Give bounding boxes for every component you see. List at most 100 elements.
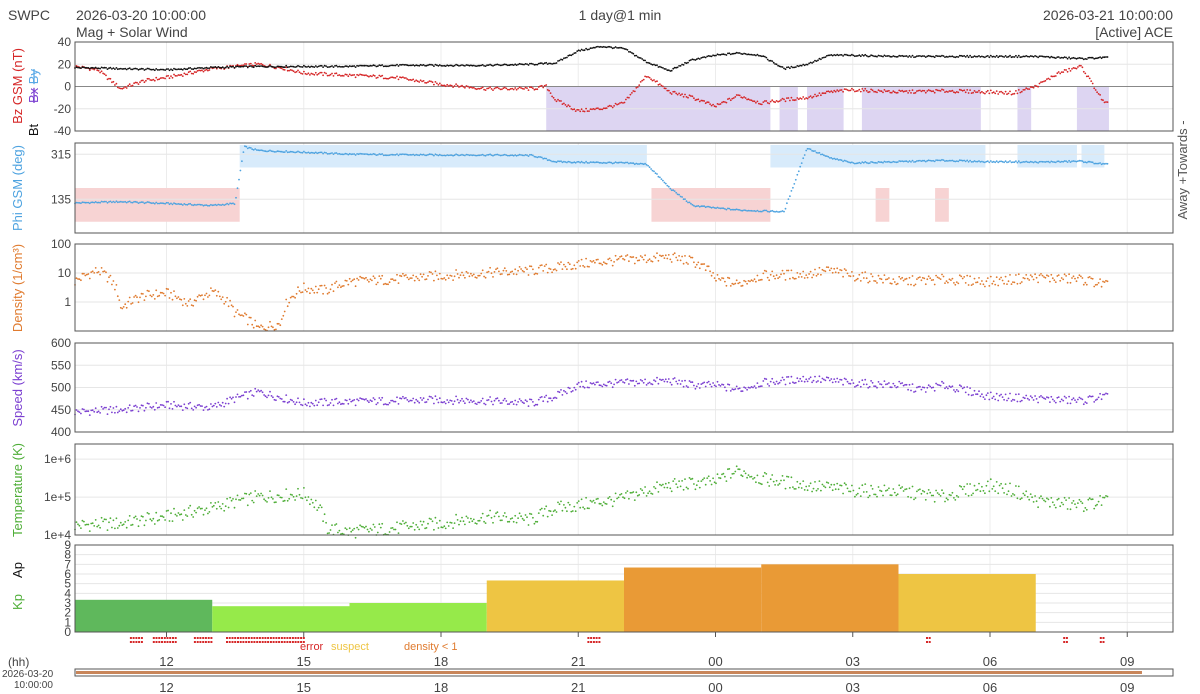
bz-point: [472, 86, 475, 89]
bt-point: [908, 55, 911, 57]
temperature-point: [187, 507, 190, 509]
speed-point: [153, 408, 156, 411]
speed-axis-label: Speed (km/s): [10, 349, 25, 426]
bt-point: [585, 47, 587, 50]
phi-point: [803, 154, 806, 156]
temperature-point: [334, 524, 336, 526]
bt-point: [657, 66, 660, 68]
density-point: [941, 273, 943, 276]
phi-point: [793, 183, 796, 185]
bz-point: [486, 87, 488, 90]
bz-point: [895, 92, 898, 94]
phi-point: [325, 152, 327, 154]
density-point: [1038, 274, 1041, 277]
phi-point: [390, 153, 392, 156]
bz-point: [882, 91, 884, 94]
bz-point: [534, 88, 537, 91]
bt-point: [747, 53, 750, 56]
phi-point: [462, 154, 465, 157]
bt-point: [777, 64, 779, 67]
density-point: [787, 269, 790, 272]
speed-point: [551, 399, 553, 402]
speed-point: [198, 403, 201, 406]
bt-point: [982, 56, 985, 58]
density-point: [204, 294, 206, 297]
bz-point: [982, 92, 985, 94]
density-point: [648, 258, 651, 261]
density-point: [360, 276, 363, 279]
density-point: [1004, 275, 1007, 278]
density-point: [499, 273, 502, 276]
density-point: [1035, 276, 1038, 279]
density-point: [419, 273, 422, 276]
density-point: [353, 278, 356, 281]
temperature-point: [787, 476, 790, 478]
speed-point: [1063, 395, 1066, 398]
speed-point: [955, 389, 958, 391]
density-point: [483, 275, 485, 278]
temperature-point: [964, 493, 967, 495]
density-point: [595, 258, 598, 261]
bz-point: [991, 92, 994, 94]
bz-point: [108, 77, 110, 80]
density-point: [140, 292, 143, 295]
density-point: [201, 294, 203, 296]
temperature-point: [679, 485, 682, 488]
bt-point: [763, 55, 766, 58]
end-time: 2026-03-21 10:00:00: [1043, 7, 1173, 23]
bt-point: [319, 64, 322, 67]
bz-point: [919, 89, 921, 92]
bt-point: [830, 54, 833, 56]
phi-point: [391, 153, 394, 156]
error-flag-mark: [286, 641, 289, 643]
phi-point: [672, 189, 675, 192]
speed-point: [80, 412, 82, 415]
temperature-point: [582, 506, 584, 509]
temperature-point: [224, 505, 227, 508]
speed-point: [475, 403, 478, 405]
bt-point: [365, 64, 367, 67]
bt-point: [633, 54, 636, 57]
phi-point: [474, 154, 477, 157]
phi-point: [567, 160, 570, 163]
bz-point: [501, 88, 503, 91]
density-point: [709, 270, 711, 273]
temperature-point: [707, 475, 710, 478]
speed-point: [1025, 394, 1028, 397]
bt-point: [484, 65, 487, 67]
mag-frame: [74, 41, 1174, 132]
bt-point: [447, 64, 450, 67]
temperature-point: [505, 515, 508, 518]
bt-point: [403, 64, 406, 66]
bz-point: [633, 90, 636, 93]
density-point: [84, 274, 87, 277]
temperature-point: [561, 509, 564, 512]
density-point: [459, 274, 462, 276]
temperature-point: [335, 523, 338, 525]
bz-point: [602, 107, 605, 110]
speed-point: [529, 398, 531, 401]
bt-point: [842, 55, 844, 57]
bz-point: [821, 92, 824, 95]
bt-point: [220, 66, 223, 69]
speed-point: [592, 382, 595, 384]
temperature-point: [1062, 503, 1065, 506]
density-point: [580, 258, 583, 261]
density-point: [114, 288, 116, 291]
speed-point: [738, 387, 741, 390]
bz-point: [650, 78, 652, 81]
density-point: [558, 263, 561, 266]
bz-point: [205, 68, 208, 71]
bz-point: [341, 74, 344, 77]
phi-point: [464, 154, 466, 157]
phi-point: [703, 205, 706, 208]
phi-point: [722, 207, 725, 210]
bt-point: [481, 64, 484, 66]
bt-point: [592, 46, 595, 49]
bt-point: [539, 62, 542, 65]
speed-point: [790, 375, 793, 378]
density-point: [325, 287, 327, 289]
bz-point: [923, 89, 926, 92]
bt-point: [159, 68, 162, 71]
bz-point: [116, 86, 119, 89]
